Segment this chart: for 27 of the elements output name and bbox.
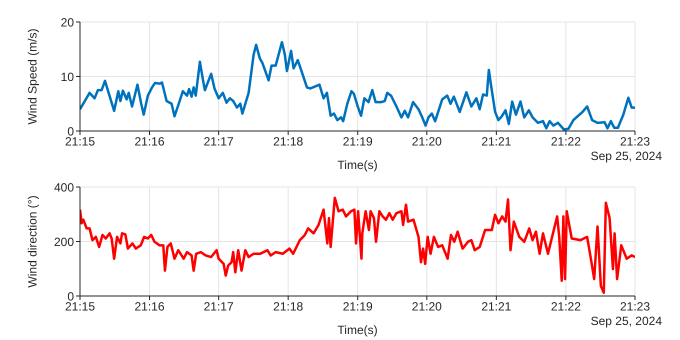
text: Sep 25, 2024 (590, 314, 662, 328)
x-tick-label: 21:19 (342, 134, 374, 149)
x-tick-label: 21:16 (134, 134, 165, 149)
x-tick-label: 21:17 (204, 134, 234, 149)
x-axis-title: Time(s) (337, 158, 378, 172)
line-series (80, 196, 635, 294)
x-tick-label: 21:17 (204, 300, 234, 314)
text: Sep 25, 2024 (590, 149, 662, 163)
x-tick-label: 21:16 (134, 300, 165, 314)
y-tick-label: 200 (54, 234, 74, 249)
x-tick-label: 21:19 (342, 300, 374, 314)
x-tick-label: 21:18 (273, 134, 304, 149)
y-tick-label: 400 (54, 180, 74, 194)
x-tick-label: 21:21 (481, 300, 512, 314)
y-axis-title: Wind direction (°) (25, 195, 40, 288)
x-axis-title: Time(s) (337, 323, 378, 337)
x-tick-label: 21:23 (620, 134, 650, 149)
y-tick-label: 10 (60, 70, 74, 84)
y-tick-label: 20 (60, 15, 74, 30)
x-tick-label: 21:22 (550, 134, 582, 149)
x-tick-label: 21:20 (412, 300, 442, 314)
y-axis-title: Wind Speed (m/s) (25, 28, 40, 125)
x-tick-label: 21:23 (620, 300, 650, 314)
x-tick-label: 21:21 (481, 134, 512, 149)
x-tick-label: 21:22 (550, 300, 582, 314)
x-tick-label: 21:18 (273, 300, 304, 314)
x-tick-label: 21:20 (412, 134, 442, 149)
